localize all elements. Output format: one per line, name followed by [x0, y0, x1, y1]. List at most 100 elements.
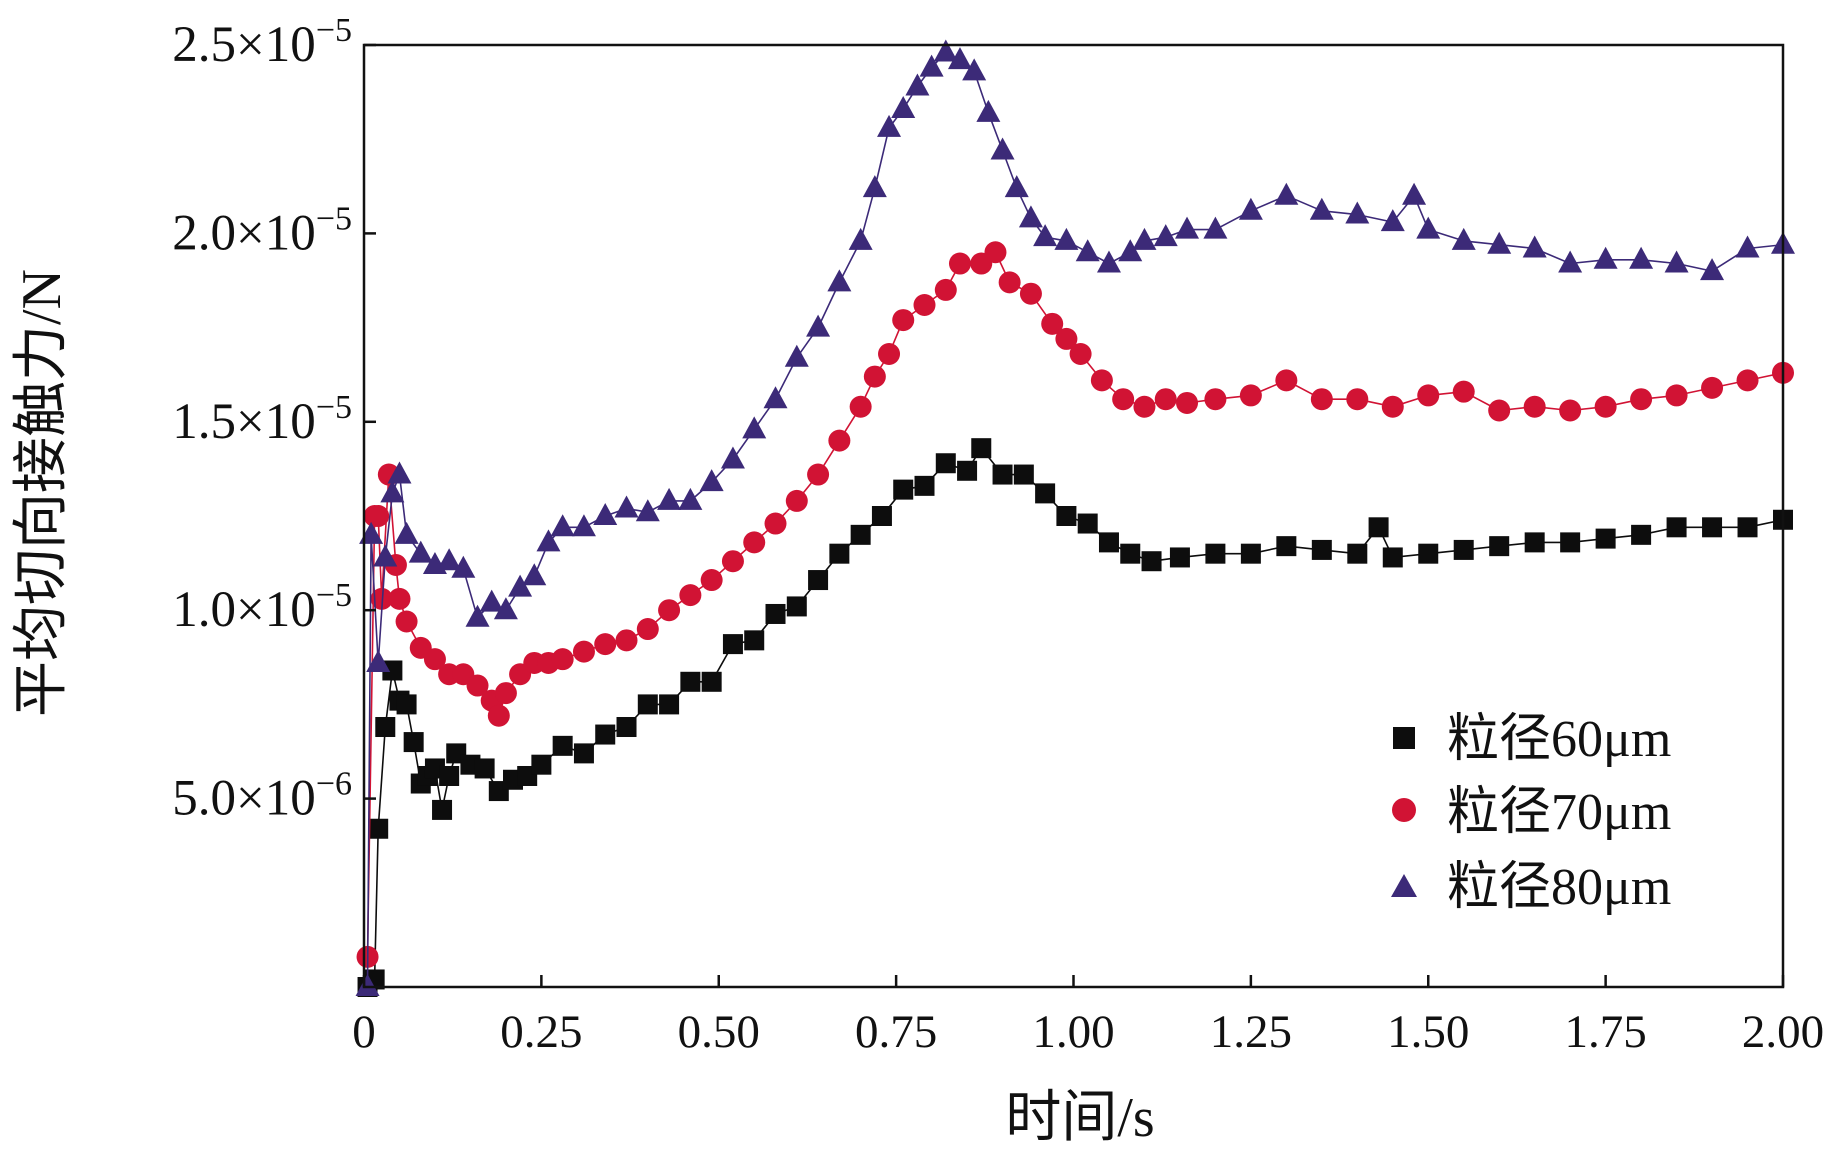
series-0-square-point	[1560, 532, 1581, 553]
series-0-square-point	[595, 724, 616, 745]
series-2-triangle-point	[394, 521, 419, 544]
y-tick-exponent: −5	[316, 12, 352, 49]
series-2-triangle-point	[1629, 246, 1654, 269]
series-1-circle-point	[1488, 399, 1511, 422]
series-2-triangle-point	[1238, 197, 1263, 220]
series-2-triangle-point	[522, 563, 547, 586]
series-0-square-point	[1077, 513, 1098, 534]
x-tick-label: 0.75	[855, 1006, 937, 1058]
series-0-square-point	[1098, 532, 1119, 553]
y-tick-mantissa: 5.0×10	[172, 771, 316, 827]
series-2-triangle-point	[947, 47, 972, 70]
series-2-triangle-point	[1558, 250, 1583, 273]
series-2-triangle-point	[1054, 227, 1079, 250]
series-1-circle-point	[551, 648, 574, 671]
series-1-circle-point	[636, 618, 659, 641]
x-tick-label: 2.00	[1742, 1006, 1824, 1058]
series-2-triangle-point	[1132, 227, 1157, 250]
series-2-triangle-point	[720, 446, 745, 469]
legend-entry-80um: 粒径80μm	[1391, 859, 1671, 916]
series-0-square-point	[1737, 517, 1758, 538]
series-2-triangle-point	[1153, 224, 1178, 247]
series-1-circle-point	[423, 648, 446, 671]
series-2-triangle-point	[355, 974, 380, 996]
series-0-square-point	[1205, 543, 1226, 564]
y-tick-mantissa: 1.5×10	[172, 394, 316, 450]
series-0-square-point	[1595, 528, 1616, 549]
series-1-circle-point	[388, 587, 411, 610]
series-0-square-point	[971, 438, 992, 459]
series-0-square-point	[992, 464, 1013, 485]
series-0-square-point	[1489, 536, 1510, 557]
series-1-circle-point	[863, 365, 886, 388]
series-0-square-point	[1702, 517, 1723, 538]
series-2-triangle-point	[891, 96, 916, 119]
series-2-triangle-point	[593, 503, 618, 525]
series-2-triangle-point	[976, 99, 1001, 122]
series-0-square-point	[744, 630, 765, 651]
series-2-triangle-point	[763, 386, 788, 409]
series-0-square-point	[552, 735, 573, 756]
series-1	[356, 241, 1794, 968]
series-1-circle-point	[1630, 388, 1653, 411]
series-1-circle-point	[998, 271, 1021, 294]
series-2-triangle-point	[699, 469, 724, 492]
series-1-circle-point	[1665, 384, 1688, 407]
series-2-triangle-point	[550, 514, 575, 537]
series-1-circle-point	[948, 252, 971, 275]
series-2	[355, 39, 1795, 996]
y-axis-title: 平均切向接触力/N	[11, 269, 73, 717]
series-1-circle-point	[785, 489, 808, 512]
series-0-square-point	[474, 758, 495, 779]
series-1-circle-point	[1154, 388, 1177, 411]
series-1-circle-point	[1275, 369, 1298, 392]
y-tick-label: 1.0×10−5	[172, 577, 352, 638]
legend-square-marker	[1393, 727, 1415, 749]
y-tick-exponent: −5	[316, 200, 352, 237]
series-1-circle-point	[807, 463, 830, 486]
series-2-triangle-point	[1004, 175, 1029, 198]
series-0-square-point	[368, 818, 389, 839]
series-1-circle-point	[1112, 388, 1135, 411]
series-2-triangle-point	[657, 487, 682, 510]
series-0-square-point	[1013, 464, 1034, 485]
series-0-square-point	[375, 717, 396, 738]
series-2-triangle-point	[380, 480, 405, 503]
series-2-triangle-point	[451, 555, 476, 578]
y-tick-mantissa: 2.0×10	[172, 205, 316, 261]
series-2-triangle-point	[366, 649, 391, 672]
series-2-triangle-point	[1096, 250, 1121, 273]
y-tick-mantissa: 1.0×10	[172, 582, 316, 638]
x-tick-label: 1.00	[1032, 1006, 1114, 1058]
y-tick-exponent: −5	[316, 389, 352, 426]
legend-entry-60um: 粒径60μm	[1393, 711, 1671, 768]
x-tick-label: 0.25	[500, 1006, 582, 1058]
series-1-circle-point	[658, 599, 681, 622]
series-2-triangle-point	[1033, 224, 1058, 247]
series-2-triangle-point	[1175, 216, 1200, 239]
legend-label-80um: 粒径80μm	[1447, 859, 1671, 916]
series-1-circle-point	[594, 633, 617, 656]
legend-label-70um: 粒径70μm	[1447, 784, 1671, 841]
series-1-circle-point	[395, 610, 418, 633]
series-0-square-point	[432, 799, 453, 820]
series-0-square-point	[1240, 543, 1261, 564]
series-1-circle-point	[721, 550, 744, 573]
series-0-square-point	[935, 453, 956, 474]
series-1-circle-point	[1204, 388, 1227, 411]
series-1-circle-point	[1701, 376, 1724, 399]
series-2-triangle-point	[1274, 182, 1299, 205]
series-0-square-point	[850, 524, 871, 545]
series-0-square-point	[659, 694, 680, 715]
x-tick-label: 0.50	[678, 1006, 760, 1058]
series-2-triangle-point	[990, 137, 1015, 160]
series-1-circle-point	[1310, 388, 1333, 411]
axis-layer: 0 0.25 0.50 0.75 1.00 1.25 1.50 1.75 2.005.0×10−…	[172, 12, 1824, 1058]
series-2-triangle-point	[1487, 231, 1512, 254]
series-0-square-point	[871, 506, 892, 526]
series-1-circle-point	[1736, 369, 1759, 392]
series-2-triangle-point	[465, 604, 490, 627]
series-1-circle-point	[572, 640, 595, 663]
series-1-circle-point	[1069, 342, 1092, 365]
